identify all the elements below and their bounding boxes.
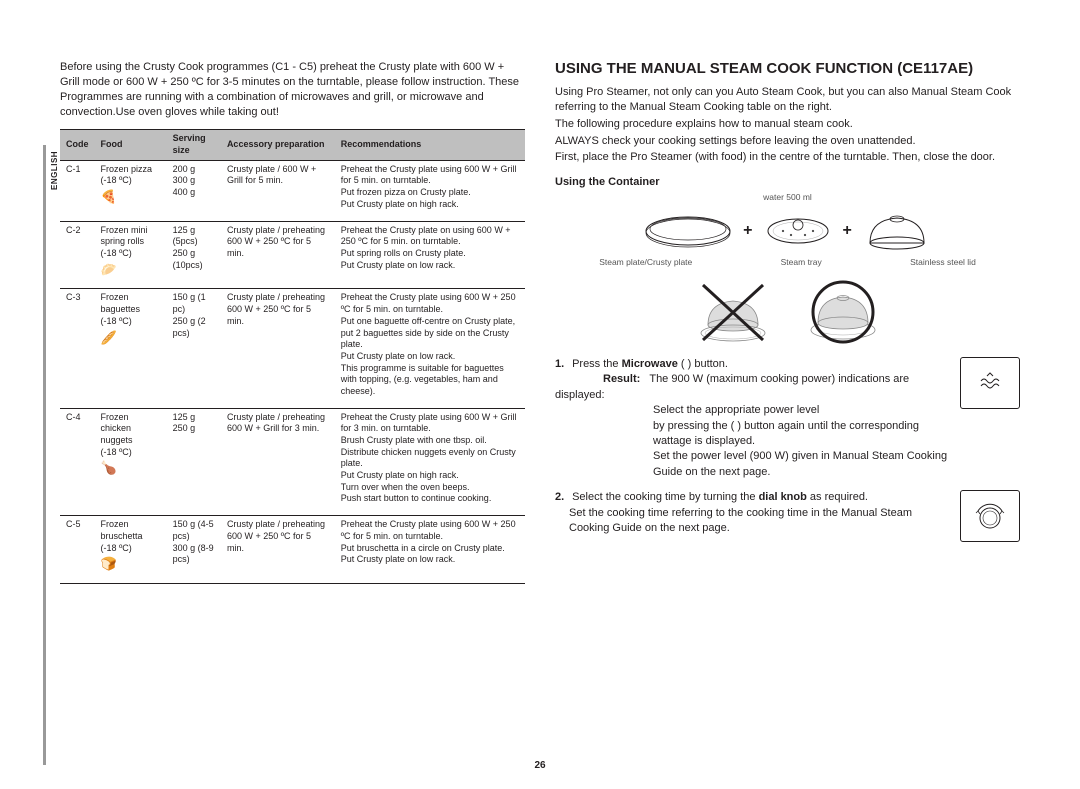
accessory-cell: Crusty plate / preheating 600 W + 250 ºC… [221, 516, 335, 584]
table-header: Food [95, 130, 167, 160]
lid-icon [862, 208, 932, 253]
serving-cell: 150 g (4-5 pcs)300 g (8-9 pcs) [167, 516, 221, 584]
label: Steam plate/Crusty plate [599, 257, 692, 267]
step2-text-a: Select the cooking time by turning the [572, 491, 759, 503]
accessory-cell: Crusty plate / 600 W + Grill for 5 min. [221, 160, 335, 221]
plus-icon: + [843, 222, 852, 240]
plus-icon: + [743, 222, 752, 240]
step-number: 1. [555, 357, 569, 372]
recommend-cell: Preheat the Crusty plate using 600 W + 2… [335, 516, 525, 584]
paragraph: ALWAYS check your cooking settings befor… [555, 134, 1020, 149]
recommend-cell: Preheat the Crusty plate on using 600 W … [335, 221, 525, 289]
code-cell: C-5 [60, 516, 95, 584]
steps: 1. Press the Microwave ( ) button. Resul… [555, 357, 1020, 542]
serving-cell: 125 g250 g [167, 408, 221, 516]
recommend-cell: Preheat the Crusty plate using 600 W + G… [335, 160, 525, 221]
code-cell: C-2 [60, 221, 95, 289]
left-column: Before using the Crusty Cook programmes … [60, 60, 525, 584]
steam-plate-icon [643, 211, 733, 251]
table-header: Serving size [167, 130, 221, 160]
table-row: C-3Frozen baguettes(-18 ºC)🥖150 g (1 pc)… [60, 289, 525, 408]
serving-cell: 125 g (5pcs)250 g (10pcs) [167, 221, 221, 289]
step1-r2: Select the appropriate power level [555, 403, 948, 418]
accessory-cell: Crusty plate / preheating 600 W + Grill … [221, 408, 335, 516]
paragraph: First, place the Pro Steamer (with food)… [555, 150, 1020, 165]
side-bar [43, 145, 46, 765]
step-1: 1. Press the Microwave ( ) button. Resul… [555, 357, 1020, 480]
result-label: Result: [603, 373, 640, 385]
food-cell: Frozen bruschetta(-18 ºC)🍞 [95, 516, 167, 584]
table-row: C-1Frozen pizza(-18 ºC)🍕200 g300 g400 gC… [60, 160, 525, 221]
step-2: 2. Select the cooking time by turning th… [555, 490, 1020, 542]
correct-assembly-icon [803, 275, 883, 345]
recommend-cell: Preheat the Crusty plate using 600 W + G… [335, 408, 525, 516]
step1-r4: Set the power level (900 W) given in Man… [555, 449, 948, 480]
intro-paragraph: Before using the Crusty Cook programmes … [60, 60, 525, 119]
code-cell: C-4 [60, 408, 95, 516]
language-tab: ENGLISH [50, 151, 59, 190]
serving-cell: 200 g300 g400 g [167, 160, 221, 221]
container-labels: Steam plate/Crusty plate Steam tray Stai… [555, 257, 1020, 267]
food-cell: Frozen baguettes(-18 ºC)🥖 [95, 289, 167, 408]
sub-heading: Using the Container [555, 175, 1020, 190]
step1-text-b: ( ) button. [678, 358, 728, 370]
crusty-cook-table: CodeFoodServing sizeAccessory preparatio… [60, 129, 525, 584]
dial-knob-icon [960, 490, 1020, 542]
accessory-cell: Crusty plate / preheating 600 W + 250 ºC… [221, 221, 335, 289]
step2-bold: dial knob [759, 491, 807, 503]
paragraph: Using Pro Steamer, not only can you Auto… [555, 85, 1020, 115]
table-header: Code [60, 130, 95, 160]
step1-text-a: Press the [572, 358, 622, 370]
accessory-cell: Crusty plate / preheating 600 W + 250 ºC… [221, 289, 335, 408]
section-heading: USING THE MANUAL STEAM COOK FUNCTION (CE… [555, 60, 1020, 77]
table-row: C-4Frozen chicken nuggets(-18 ºC)🍗125 g2… [60, 408, 525, 516]
wrong-assembly-icon [693, 275, 773, 345]
step1-bold: Microwave [622, 358, 678, 370]
water-label: water 500 ml [555, 192, 1020, 202]
microwave-button-icon [960, 357, 1020, 409]
label: Steam tray [781, 257, 822, 267]
table-row: C-2Frozen mini spring rolls(-18 ºC)🥟125 … [60, 221, 525, 289]
step2-text-c: Set the cooking time referring to the co… [555, 506, 948, 537]
food-cell: Frozen pizza(-18 ºC)🍕 [95, 160, 167, 221]
table-row: C-5Frozen bruschetta(-18 ºC)🍞150 g (4-5 … [60, 516, 525, 584]
food-cell: Frozen mini spring rolls(-18 ºC)🥟 [95, 221, 167, 289]
food-cell: Frozen chicken nuggets(-18 ºC)🍗 [95, 408, 167, 516]
page-number: 26 [0, 760, 1080, 771]
good-bad-diagram [555, 275, 1020, 345]
steam-tray-icon [763, 211, 833, 251]
table-header: Recommendations [335, 130, 525, 160]
code-cell: C-1 [60, 160, 95, 221]
step1-r3: by pressing the ( ) button again until t… [555, 419, 948, 450]
step-number: 2. [555, 490, 569, 505]
container-diagram: + + [555, 208, 1020, 253]
step2-text-b: as required. [807, 491, 868, 503]
label: Stainless steel lid [910, 257, 976, 267]
paragraph: The following procedure explains how to … [555, 117, 1020, 132]
recommend-cell: Preheat the Crusty plate using 600 W + 2… [335, 289, 525, 408]
serving-cell: 150 g (1 pc)250 g (2 pcs) [167, 289, 221, 408]
code-cell: C-3 [60, 289, 95, 408]
right-column: USING THE MANUAL STEAM COOK FUNCTION (CE… [555, 60, 1020, 584]
table-header: Accessory preparation [221, 130, 335, 160]
